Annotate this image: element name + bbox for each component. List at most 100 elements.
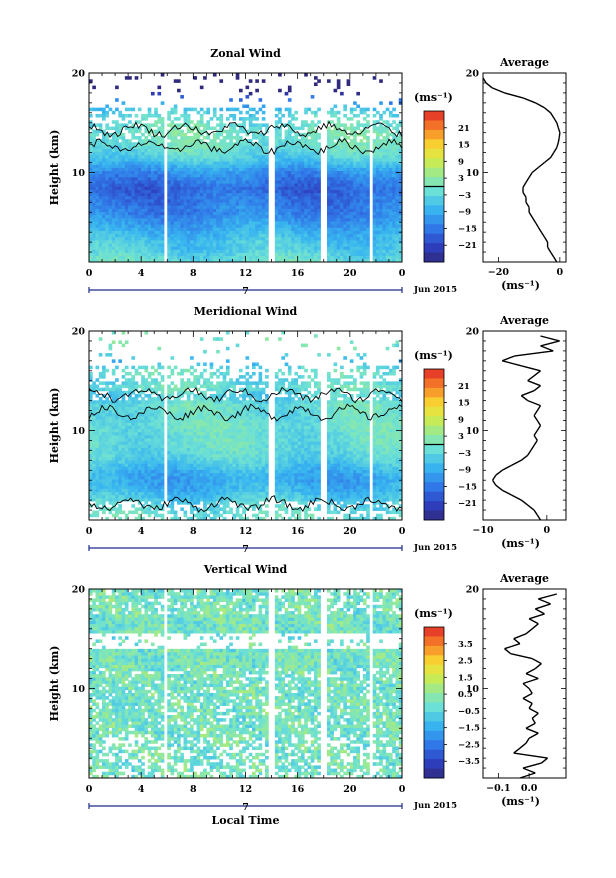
heatmap-cell	[112, 111, 116, 115]
heatmap-cell	[118, 199, 122, 203]
heatmap-cell	[301, 149, 305, 153]
heatmap-cell	[180, 190, 184, 194]
heatmap-cell	[180, 174, 184, 178]
heatmap-cell	[353, 149, 357, 153]
heatmap-cell	[330, 205, 334, 209]
heatmap-cell	[96, 495, 100, 499]
heatmap-cell	[314, 212, 318, 216]
heatmap-cell	[249, 120, 253, 124]
heatmap-cell	[161, 243, 165, 247]
heatmap-cell	[386, 183, 390, 187]
heatmap-cell	[89, 372, 93, 376]
heatmap-cell	[161, 177, 165, 181]
heatmap-cell	[112, 152, 116, 156]
heatmap-cell	[278, 177, 282, 181]
heatmap-cell	[112, 190, 116, 194]
heatmap-cell	[265, 227, 269, 231]
heatmap-cell	[301, 168, 305, 172]
heatmap-cell	[347, 202, 351, 206]
heatmap-cell	[197, 158, 201, 162]
heatmap-cell	[288, 243, 292, 247]
heatmap-cell	[219, 171, 223, 175]
heatmap-cell	[376, 155, 380, 159]
heatmap-cell	[109, 489, 113, 493]
heatmap-cell	[307, 196, 311, 200]
heatmap-cell	[210, 142, 214, 146]
heatmap-cell	[109, 422, 113, 426]
heatmap-cell	[301, 164, 305, 168]
heatmap-cell	[167, 221, 171, 225]
heatmap-cell	[249, 168, 253, 172]
heatmap-cell	[118, 359, 122, 363]
heatmap-cell	[347, 149, 351, 153]
heatmap-cell	[174, 180, 178, 184]
heatmap-cell	[138, 208, 142, 212]
heatmap-cell	[92, 511, 96, 515]
heatmap-cell	[128, 435, 132, 439]
heatmap-cell	[122, 410, 126, 414]
heatmap-cell	[105, 482, 109, 486]
heatmap-cell	[89, 79, 93, 83]
heatmap-cell	[242, 171, 246, 175]
heatmap-cell	[200, 208, 204, 212]
heatmap-cell	[360, 224, 364, 228]
heatmap-cell	[291, 123, 295, 127]
heatmap-cell	[334, 253, 338, 257]
heatmap-cell	[148, 114, 152, 118]
heatmap-cell	[92, 215, 96, 219]
heatmap-cell	[386, 218, 390, 222]
heatmap-cell	[213, 256, 217, 260]
heatmap-cell	[112, 193, 116, 197]
heatmap-cell	[122, 375, 126, 379]
heatmap-cell	[379, 114, 383, 118]
heatmap-cell	[92, 224, 96, 228]
heatmap-cell	[249, 237, 253, 241]
heatmap-cell	[99, 227, 103, 231]
heatmap-cell	[304, 256, 308, 260]
heatmap-cell	[167, 111, 171, 115]
heatmap-cell	[285, 243, 289, 247]
heatmap-cell	[317, 120, 321, 124]
heatmap-cell	[197, 227, 201, 231]
heatmap-cell	[219, 212, 223, 216]
heatmap-cell	[366, 142, 370, 146]
heatmap-cell	[265, 155, 269, 159]
heatmap-cell	[327, 79, 331, 83]
heatmap-cell	[122, 196, 126, 200]
heatmap-cell	[184, 155, 188, 159]
heatmap-cell	[89, 426, 93, 430]
heatmap-cell	[157, 161, 161, 165]
heatmap-cell	[389, 101, 393, 105]
heatmap-cell	[386, 152, 390, 156]
heatmap-cell	[92, 466, 96, 470]
heatmap-cell	[232, 193, 236, 197]
heatmap-cell	[232, 117, 236, 121]
heatmap-cell	[242, 161, 246, 165]
heatmap-cell	[112, 340, 116, 344]
heatmap-cell	[141, 511, 145, 515]
average-profile-segment	[538, 227, 541, 232]
heatmap-cell	[252, 186, 256, 190]
heatmap-cell	[180, 171, 184, 175]
heatmap-cell	[252, 114, 256, 118]
heatmap-cell	[131, 237, 135, 241]
heatmap-cell	[184, 136, 188, 140]
heatmap-cell	[102, 419, 106, 423]
heatmap-cell	[294, 202, 298, 206]
heatmap-cell	[203, 243, 207, 247]
heatmap-cell	[249, 256, 253, 260]
heatmap-cell	[99, 495, 103, 499]
heatmap-cell	[246, 208, 250, 212]
heatmap-cell	[246, 212, 250, 216]
heatmap-cell	[128, 177, 132, 181]
heatmap-cell	[190, 152, 194, 156]
heatmap-cell	[128, 444, 132, 448]
heatmap-cell	[236, 177, 240, 181]
heatmap-cell	[275, 227, 279, 231]
heatmap-cell	[392, 243, 396, 247]
heatmap-cell	[327, 171, 331, 175]
heatmap-cell	[252, 231, 256, 235]
heatmap-cell	[96, 394, 100, 398]
heatmap-cell	[177, 142, 181, 146]
